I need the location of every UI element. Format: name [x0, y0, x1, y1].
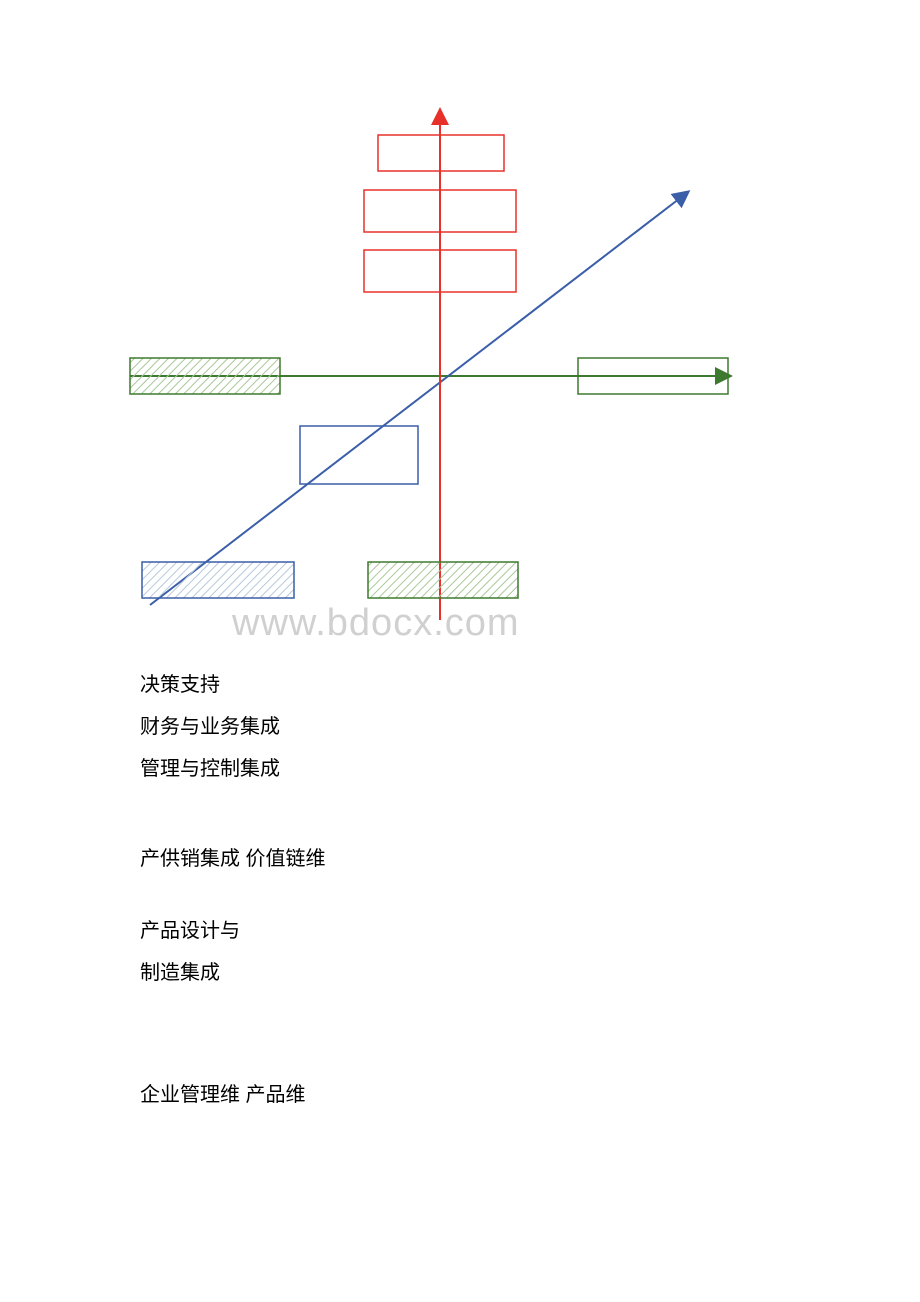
text-line-1: 决策支持: [140, 665, 840, 705]
green-box-bottom: [368, 562, 518, 598]
text-line-4: 产供销集成 价值链维: [140, 839, 840, 879]
green-box-left: [130, 358, 280, 394]
blue-box-bottom: [142, 562, 294, 598]
watermark-text: www.bdocx.com: [232, 602, 520, 645]
axis-diagram: [0, 0, 920, 660]
text-line-5: 产品设计与: [140, 911, 840, 951]
text-block: 决策支持 财务与业务集成 管理与控制集成 产供销集成 价值链维 产品设计与 制造…: [140, 665, 840, 1117]
text-line-2: 财务与业务集成: [140, 707, 840, 747]
text-line-3: 管理与控制集成: [140, 749, 840, 789]
diagram-svg: [0, 0, 920, 660]
diagonal-axis: [150, 192, 688, 605]
text-line-7: 企业管理维 产品维: [140, 1075, 840, 1115]
text-line-6: 制造集成: [140, 953, 840, 993]
